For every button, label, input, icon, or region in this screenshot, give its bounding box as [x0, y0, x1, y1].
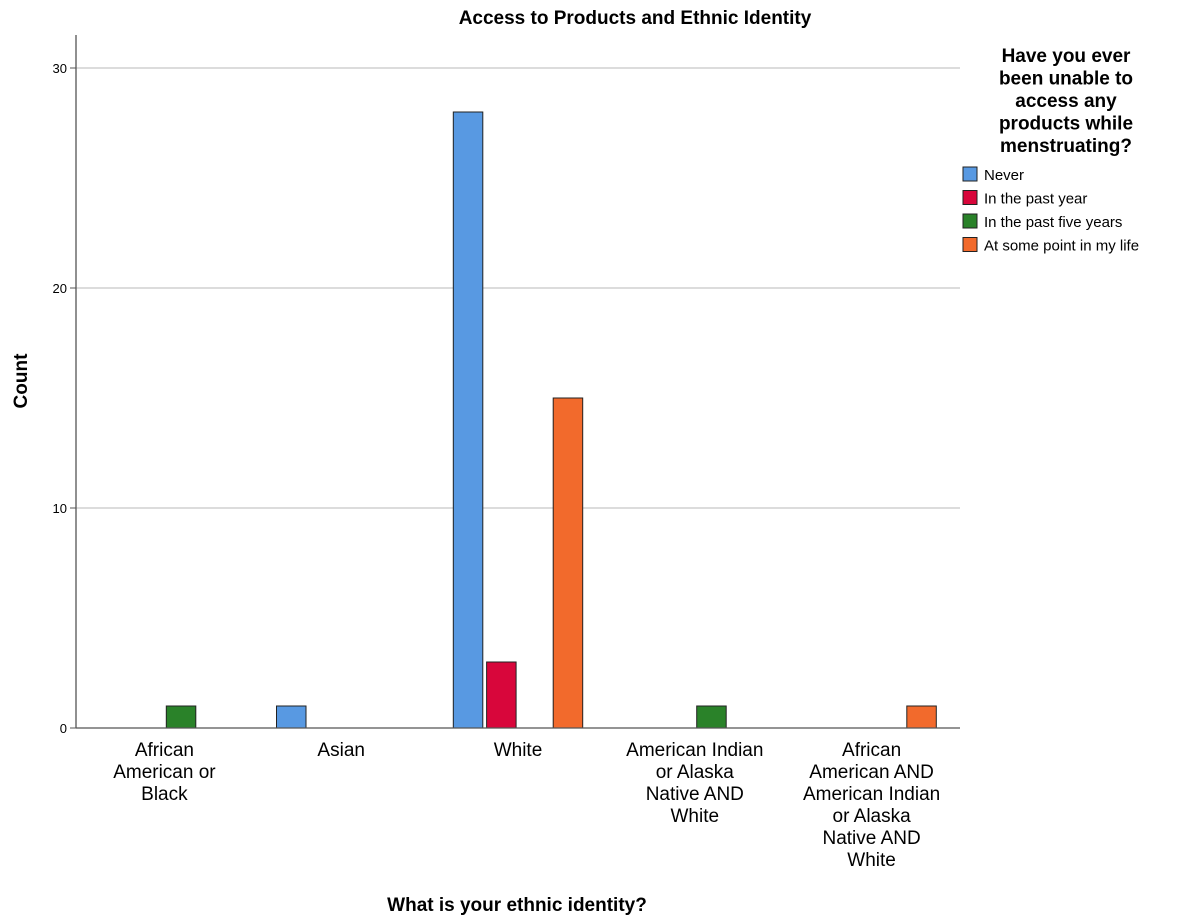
legend-swatch [962, 237, 978, 252]
x-category-label: Asian [317, 740, 365, 761]
axes [75, 35, 960, 729]
legend-label: Never [984, 167, 1024, 184]
legend-label: In the past year [984, 191, 1087, 208]
bar [552, 397, 584, 729]
x-category-label: American Indian or Alaska Native AND White [626, 740, 763, 827]
y-tick-label: 0 [60, 721, 67, 736]
legend-label: At some point in my life [984, 238, 1139, 255]
y-tick-label: 10 [53, 501, 67, 516]
x-category-label: African American or Black [113, 740, 216, 805]
x-category-labels: African American or Black Asian White America… [113, 740, 940, 871]
legend-swatch [962, 190, 978, 205]
bar [486, 661, 517, 729]
bar [276, 705, 307, 729]
bars [165, 111, 937, 729]
y-tick-label: 20 [53, 281, 67, 296]
x-axis-title: What is your ethnic identity? [387, 895, 647, 916]
legend-label: In the past five years [984, 214, 1122, 231]
gridlines [76, 67, 960, 509]
y-tick-labels: 0 10 20 30 [53, 61, 76, 736]
legend-swatch [962, 166, 978, 182]
legend: Have you ever been unable to access any pro… [962, 46, 1139, 255]
y-axis-title: Count [11, 353, 32, 409]
y-tick-label: 30 [53, 61, 67, 76]
bar [452, 111, 484, 729]
bar [696, 705, 727, 729]
legend-title: Have you ever been unable to access any pro… [999, 46, 1133, 157]
bar [165, 705, 197, 729]
chart-title: Access to Products and Ethnic Identity [459, 8, 812, 29]
legend-swatch [962, 213, 978, 229]
bar [906, 705, 937, 729]
x-category-label: White [494, 740, 543, 761]
x-category-label: African American AND American Indian or Ala… [803, 740, 940, 871]
